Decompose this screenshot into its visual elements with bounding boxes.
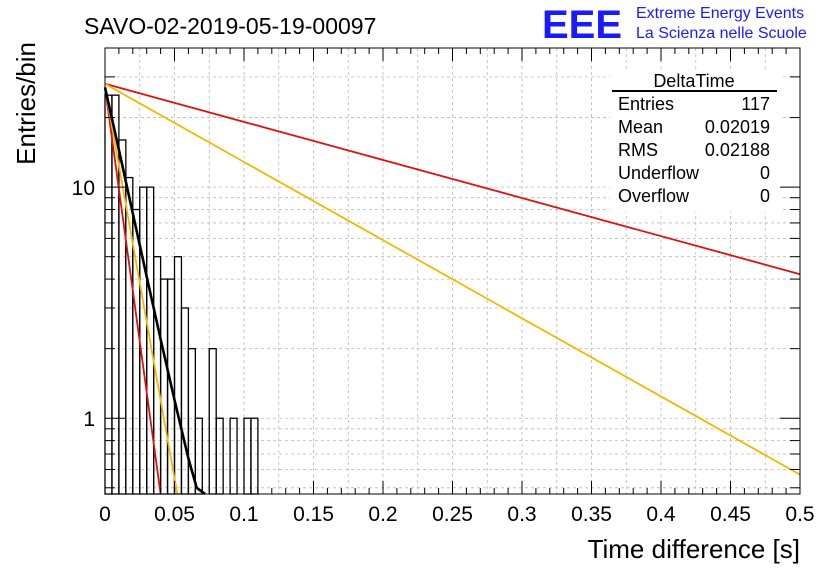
fit-curve-4 <box>104 87 179 495</box>
stats-row-label: Underflow <box>618 163 700 183</box>
x-tick-label: 0.15 <box>293 503 334 526</box>
fit-curves <box>103 82 801 496</box>
stats-row-label: RMS <box>618 140 658 160</box>
stats-row-label: Entries <box>618 94 674 114</box>
stats-box-rows: Entries 117 Mean 0.02019 RMS 0.02188Underflow… <box>618 94 770 206</box>
x-tick-label: 0.5 <box>785 503 814 526</box>
fit-curve-3 <box>104 87 162 495</box>
fit-curve-2 <box>104 83 801 476</box>
stats-box-title: DeltaTime <box>653 71 734 91</box>
stats-row-label: Overflow <box>618 186 690 206</box>
stats-row-value: 0.02188 <box>705 140 770 160</box>
x-tick-label: 0.25 <box>432 503 473 526</box>
eee-logo: EEE Extreme Energy Events La Scienza nel… <box>542 3 807 47</box>
stats-box-background <box>610 70 780 212</box>
fit-curve-1 <box>104 82 801 276</box>
stats-box: DeltaTime Entries 117 Mean 0.02019 RMS 0.0218… <box>610 70 780 212</box>
eee-logo-line1: Extreme Energy Events <box>636 5 804 22</box>
x-tick-label: 0.1 <box>229 503 258 526</box>
stats-row-value: 117 <box>741 94 770 114</box>
run-title: SAVO-02-2019-05-19-00097 <box>84 13 376 39</box>
x-tick-label: 0.2 <box>368 503 397 526</box>
x-tick-label: 0.45 <box>710 503 751 526</box>
stats-row-value: 0.02019 <box>705 117 770 137</box>
stats-row-value: 0 <box>760 163 770 183</box>
x-tick-label: 0.3 <box>507 503 536 526</box>
y-tick-label: 10 <box>72 177 95 200</box>
stats-row-value: 0 <box>760 186 770 206</box>
eee-logo-letters: EEE <box>542 3 622 47</box>
x-tick-label: 0.35 <box>571 503 612 526</box>
x-tick-label: 0 <box>99 503 111 526</box>
fit-curve-5 <box>103 87 206 496</box>
stats-row-label: Mean <box>618 117 663 137</box>
eee-logo-line2: La Scienza nelle Scuole <box>636 25 807 42</box>
x-axis-label: Time difference [s] <box>588 534 800 564</box>
y-tick-label: 1 <box>83 408 95 431</box>
x-tick-label: 0.05 <box>154 503 195 526</box>
axes: 0 0.05 0.1 0.15 0.2 0.25 0.3 0.35 0.4 0.45 0.5 1 10 <box>72 48 815 526</box>
y-axis-label: Entries/bin <box>11 42 41 165</box>
x-tick-label: 0.4 <box>646 503 676 526</box>
